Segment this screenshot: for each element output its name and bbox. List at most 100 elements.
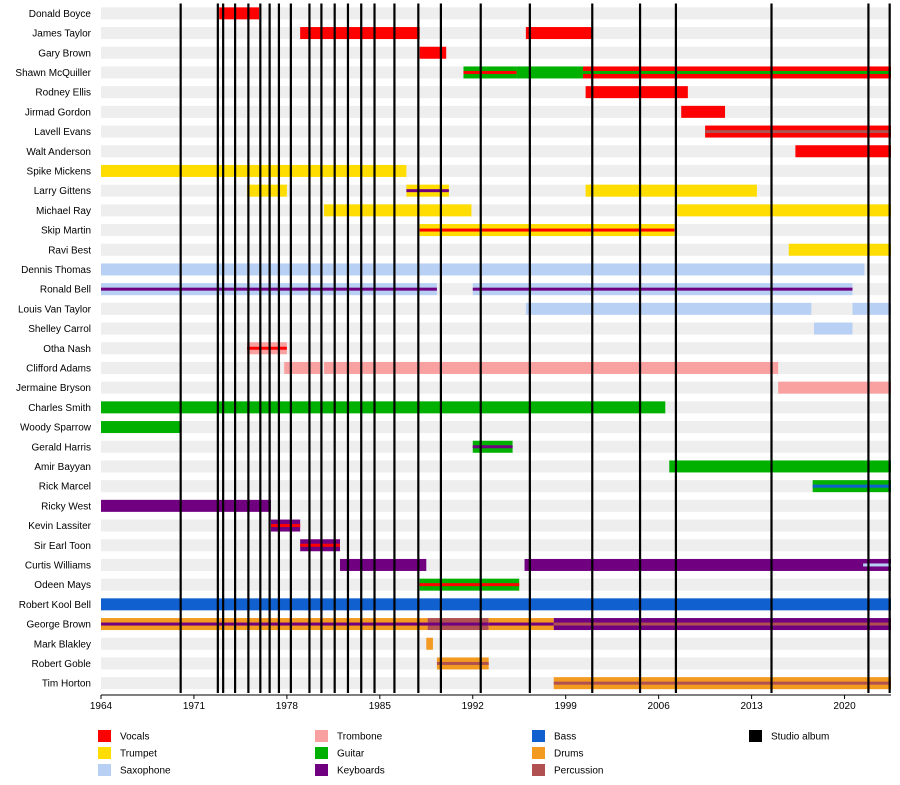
legend-swatch [315,747,328,759]
member-bar-stripe [488,622,554,626]
member-name: Ravi Best [48,245,91,256]
member-bar [525,302,812,315]
row-background [101,381,891,394]
member-names: Donald Boyce James Taylor Gary Brown Shawn … [15,9,91,690]
x-tick-label: 2013 [740,701,763,712]
x-tick-label: 1985 [369,701,392,712]
member-bar [795,145,891,158]
member-name: Sir Earl Toon [34,541,91,552]
member-bar [669,460,891,473]
row-background [101,499,891,512]
legend-label: Saxophone [120,766,171,777]
legend-swatch [98,730,111,742]
member-bar [247,184,287,197]
member-name: Otha Nash [43,344,91,355]
member-bar [813,322,853,335]
member-name: Gerald Harris [32,442,91,453]
legend-label: Studio album [771,732,829,743]
member-bar-stripe [463,70,517,74]
member-bar [516,66,583,79]
member-bar [101,421,181,434]
x-tick-label: 1971 [183,701,206,712]
member-bar [300,27,420,40]
row-background [101,342,891,355]
legend: Vocals Trumpet Saxophone Trombone Guitar Keyb… [98,730,829,777]
member-bar [788,243,891,256]
member-bar [324,361,779,374]
member-name: Rick Marcel [39,482,91,493]
x-tick-label: 1978 [276,701,299,712]
x-tick-label: 1964 [90,701,113,712]
row-background [101,637,891,650]
member-name: Dennis Thomas [21,265,91,276]
member-bar [681,105,726,118]
member-name: Lavell Evans [34,127,91,138]
member-bar-stripe [101,622,428,626]
member-bar-stripe [436,661,489,665]
member-name: Michael Ray [36,206,91,217]
member-bar-stripe [419,228,675,232]
legend-swatch [98,764,111,776]
member-name: Tim Horton [42,679,91,690]
legend-label: Trombone [337,732,383,743]
member-name: George Brown [27,620,91,631]
legend-swatch [532,747,545,759]
member-bar [284,361,321,374]
row-background [101,322,891,335]
member-bar [101,164,407,177]
member-name: Donald Boyce [29,9,92,20]
member-bar [101,401,666,414]
row-background [101,657,891,670]
row-background [101,86,891,99]
member-name: Skip Martin [41,226,91,237]
member-name: Larry Gittens [34,186,91,197]
member-bar [524,558,891,571]
member-bar [101,598,891,611]
member-name: Louis Van Taylor [18,304,92,315]
legend-label: Drums [554,749,583,760]
member-bar [101,263,865,276]
member-name: Curtis Williams [25,560,91,571]
member-bar-stripe [863,563,891,567]
member-name: Kevin Lassiter [28,521,91,532]
row-background [101,27,891,40]
row-background [101,243,891,256]
member-name: Amir Bayyan [34,462,91,473]
member-bar [585,184,757,197]
member-name: Charles Smith [28,403,91,414]
member-name: Ricky West [41,501,91,512]
member-bar [852,302,891,315]
row-background [101,125,891,138]
row-background [101,539,891,552]
member-name: Clifford Adams [26,363,91,374]
row-background [101,145,891,158]
legend-swatch [532,730,545,742]
legend-swatch [315,764,328,776]
member-name: Shawn McQuiller [15,68,91,79]
member-name: Shelley Carrol [28,324,91,335]
member-name: Mark Blakley [34,639,91,650]
member-bar [339,558,427,571]
legend-label: Percussion [554,766,603,777]
x-tick-label: 2006 [648,701,671,712]
legend-swatch [315,730,328,742]
member-bar [101,499,271,512]
x-axis: 1964 1971 1978 1985 1992 1999 2006 2013 2020 [90,694,891,712]
member-bar-stripe [582,70,891,74]
row-background [101,480,891,493]
member-bar-stripe [419,583,520,587]
member-bar-stripe [247,346,287,350]
member-bar-stripe [270,524,301,528]
row-background [101,46,891,59]
member-bars [101,7,891,690]
legend-label: Trumpet [120,749,157,760]
member-name: Odeen Mays [34,580,91,591]
member-bar [525,27,593,40]
member-name: Jermaine Bryson [16,383,91,394]
x-tick-label: 1999 [555,701,578,712]
member-bar-stripe [427,622,489,626]
member-name: Walt Anderson [26,147,91,158]
row-background [101,7,891,20]
member-bar-stripe [553,681,891,685]
